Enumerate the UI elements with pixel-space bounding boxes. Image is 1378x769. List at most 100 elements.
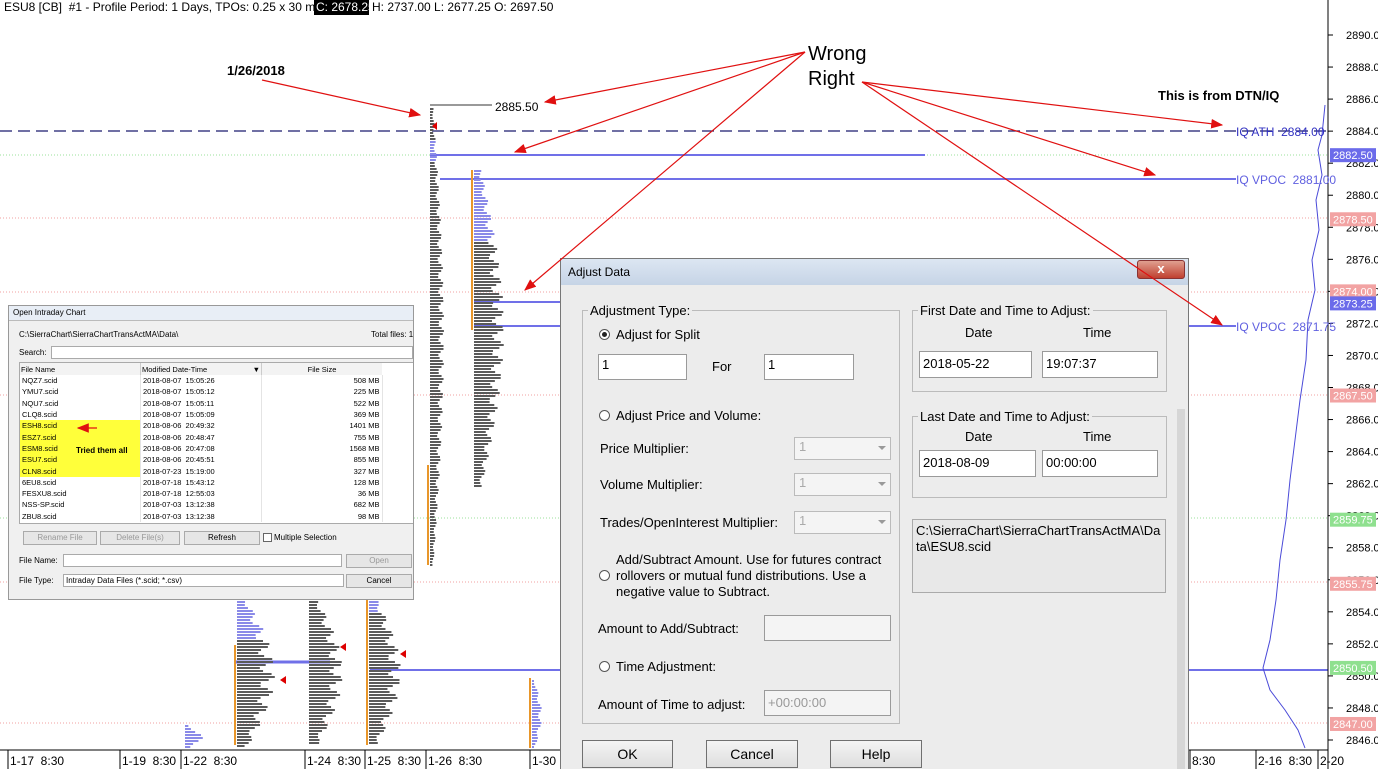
tpo-bar — [369, 601, 379, 603]
tpo-bar — [430, 129, 434, 131]
tpo-bar — [430, 489, 439, 491]
tpo-bar — [532, 692, 539, 694]
multiple-checkbox[interactable] — [263, 533, 272, 542]
time-axis: 1-17 8:30 1-19 8:30 1-22 8:30 1-24 8:30 1-25… — [7, 750, 1344, 769]
cancel-button[interactable]: Cancel — [706, 740, 798, 768]
close-button[interactable]: x — [1137, 260, 1185, 279]
tpo-bar — [474, 461, 484, 463]
file-row[interactable]: YMU7.scid 2018-08-07 15:05:12 225 MB — [20, 386, 383, 398]
radio-add-subtract[interactable] — [599, 570, 610, 581]
first-time-input[interactable]: 19:07:37 — [1042, 351, 1158, 378]
file-row[interactable]: ESM8.scid 2018-08-06 20:47:08 1568 MB — [20, 442, 383, 455]
rename-button[interactable]: Rename File — [23, 531, 97, 545]
tpo-bar — [474, 320, 492, 322]
file-cell: 6EU8.scid — [20, 476, 141, 488]
tpo-bar — [430, 513, 435, 515]
delete-button[interactable]: Delete File(s) — [100, 531, 180, 545]
file-cell: 2018-07-03 13:12:38 — [140, 510, 262, 522]
last-date-input[interactable]: 2018-08-09 — [919, 450, 1036, 477]
file-row[interactable]: FESXU8.scid 2018-07-18 12:55:03 36 MB — [20, 487, 383, 500]
file-row[interactable]: NQZ7.scid 2018-08-07 15:05:26 508 MB — [20, 375, 383, 387]
ok-button[interactable]: OK — [582, 740, 673, 768]
tpo-bar — [237, 649, 262, 651]
search-input[interactable] — [51, 346, 413, 359]
tpo-bar — [474, 314, 502, 316]
file-row[interactable]: ZBU8.scid 2018-07-03 13:12:38 98 MB — [20, 510, 383, 522]
tpo-bar — [474, 263, 499, 265]
tpo-bar — [430, 468, 437, 470]
file-row[interactable]: CLN8.scid 2018-07-23 15:19:00 327 MB — [20, 465, 383, 477]
marker — [340, 643, 346, 651]
volume-mult-select[interactable]: 1 — [794, 473, 891, 496]
tpo-bar — [369, 661, 395, 663]
tpo-bar — [430, 114, 433, 116]
help-button[interactable]: Help — [830, 740, 922, 768]
amount-input[interactable] — [764, 615, 891, 641]
tpo-bar — [474, 332, 498, 334]
time-amount-input[interactable]: +00:00:00 — [764, 690, 891, 716]
file-row[interactable]: NSS-SP.scid 2018-07-03 13:12:38 682 MB — [20, 499, 383, 511]
cancel-button[interactable]: Cancel — [346, 574, 412, 588]
price-label: 2884.00 — [1346, 126, 1378, 138]
tpo-bar — [237, 643, 270, 645]
file-type-select[interactable]: Intraday Data Files (*.scid; *.csv) — [63, 574, 344, 587]
tpo-bar — [430, 420, 438, 422]
price-highlight: 2873.25 — [1333, 298, 1373, 310]
tpo-bar — [474, 476, 482, 478]
refresh-button[interactable]: Refresh — [184, 531, 260, 545]
file-cell: 36 MB — [261, 487, 383, 500]
tpo-bar — [532, 725, 541, 727]
open-button[interactable]: Open — [346, 554, 412, 568]
adjust-data-dialog: Adjust Data x Adjustment Type: Adjust fo… — [560, 258, 1189, 769]
iq-vpoc-label: IQ VPOC 2871.75 — [1236, 320, 1336, 334]
file-row[interactable]: ESZ7.scid 2018-08-06 20:48:47 755 MB — [20, 431, 383, 443]
tpo-bar — [237, 601, 246, 603]
tpo-bar — [369, 721, 381, 723]
tpo-bar — [474, 194, 483, 196]
search-label: Search: — [19, 348, 47, 357]
last-time-input[interactable]: 00:00:00 — [1042, 450, 1158, 477]
tpo-bar — [430, 357, 440, 359]
tpo-bar — [430, 411, 443, 413]
tpo-bar — [185, 737, 203, 739]
column-header[interactable]: File Size — [307, 364, 337, 374]
tpo-bar — [237, 697, 261, 699]
price-label: 2864.00 — [1346, 447, 1378, 459]
tpo-bar — [369, 691, 390, 693]
file-row[interactable]: CLQ8.scid 2018-08-07 15:05:09 369 MB — [20, 408, 383, 421]
radio-price-volume[interactable] — [599, 410, 610, 421]
file-row[interactable]: ESU7.scid 2018-08-06 20:45:51 855 MB — [20, 454, 383, 466]
tpo-bar — [430, 402, 438, 404]
tpo-bar — [309, 742, 320, 744]
radio-time[interactable] — [599, 661, 610, 672]
price-label: 2872.00 — [1346, 318, 1378, 330]
file-row[interactable]: 6EU8.scid 2018-07-18 15:43:12 128 MB — [20, 476, 383, 488]
tpo-bar — [474, 236, 492, 238]
trades-mult-select[interactable]: 1 — [794, 511, 891, 534]
tpo-bar — [474, 395, 496, 397]
tpo-bar — [430, 387, 439, 389]
column-header[interactable]: Modified Date-Time ▼ — [140, 363, 262, 375]
tpo-bar — [430, 354, 439, 356]
file-name-input[interactable] — [63, 554, 342, 567]
tpo-bar — [430, 273, 439, 275]
tpo-bar — [430, 345, 444, 347]
tpo-bar — [309, 661, 342, 663]
first-date-input[interactable]: 2018-05-22 — [919, 351, 1032, 378]
tpo-bar — [309, 697, 336, 699]
split-input[interactable]: 1 — [598, 354, 687, 380]
column-header[interactable]: File Name — [20, 363, 141, 375]
marker — [432, 122, 437, 130]
file-row[interactable]: NQU7.scid 2018-08-07 15:05:11 522 MB — [20, 397, 383, 409]
radio-split[interactable] — [599, 329, 610, 340]
file-cell: 1401 MB — [261, 420, 383, 432]
tpo-bar — [474, 446, 485, 448]
tpo-bar — [369, 682, 400, 684]
tpo-bar — [474, 335, 493, 337]
split-input[interactable]: 1 — [764, 354, 854, 380]
tpo-bar — [532, 695, 538, 697]
file-row[interactable]: ESH8.scid 2018-08-06 20:49:32 1401 MB — [20, 420, 383, 432]
scrollbar[interactable] — [1177, 409, 1185, 769]
price-mult-select[interactable]: 1 — [794, 437, 891, 460]
price-highlight: 2878.50 — [1333, 214, 1373, 226]
